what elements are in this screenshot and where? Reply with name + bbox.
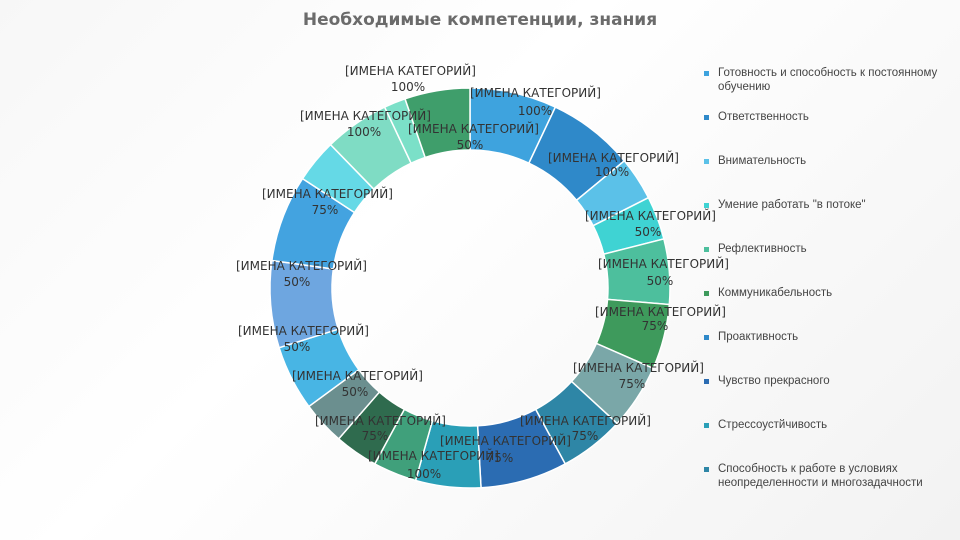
legend-item: Ответственность (704, 110, 954, 124)
legend-swatch (704, 71, 709, 76)
legend-label: Умение работать "в потоке" (718, 199, 866, 211)
value-label: 100% (391, 80, 425, 94)
value-label: 100% (595, 165, 629, 179)
category-placeholder-label: [ИМЕНА КАТЕГОРИЙ] (345, 63, 476, 78)
value-label: 75% (362, 429, 389, 443)
legend-item: Коммуникабельность (704, 286, 954, 300)
legend-label: Внимательность (718, 155, 807, 167)
category-placeholder-label: [ИМЕНА КАТЕГОРИЙ] (238, 323, 369, 338)
category-placeholder-label: [ИМЕНА КАТЕГОРИЙ] (315, 413, 446, 428)
legend-item: Чувство прекрасного (704, 374, 954, 388)
category-placeholder-label: [ИМЕНА КАТЕГОРИЙ] (292, 368, 423, 383)
legend-swatch (704, 379, 709, 384)
value-label: 75% (619, 377, 646, 391)
legend-swatch (704, 291, 709, 296)
legend-item: Проактивность (704, 330, 954, 344)
legend-swatch (704, 423, 709, 428)
value-label: 50% (635, 225, 662, 239)
legend-label: Рефлективность (718, 243, 807, 255)
value-label: 75% (642, 319, 669, 333)
legend-label: Стрессоустйчивость (718, 419, 828, 431)
category-placeholder-label: [ИМЕНА КАТЕГОРИЙ] (440, 433, 571, 448)
value-label: 100% (347, 125, 381, 139)
category-placeholder-label: [ИМЕНА КАТЕГОРИЙ] (368, 448, 499, 463)
value-label: 75% (487, 451, 514, 465)
category-placeholder-label: [ИМЕНА КАТЕГОРИЙ] (520, 413, 651, 428)
value-label: 75% (312, 203, 339, 217)
value-label: 50% (457, 138, 484, 152)
legend-label: Чувство прекрасного (718, 375, 830, 387)
legend-swatch (704, 335, 709, 340)
legend-item: Внимательность (704, 154, 954, 168)
legend-swatch (704, 159, 709, 164)
value-label: 100% (407, 467, 441, 481)
chart-title: Необходимые компетенции, знания (302, 10, 658, 30)
legend-swatch (704, 467, 709, 472)
legend-label: Способность к работе в условиях неопреде… (718, 463, 923, 489)
category-placeholder-label: [ИМЕНА КАТЕГОРИЙ] (236, 258, 367, 273)
category-placeholder-label: [ИМЕНА КАТЕГОРИЙ] (598, 256, 729, 271)
legend-label: Готовность и способность к постоянному о… (718, 67, 938, 93)
category-placeholder-label: [ИМЕНА КАТЕГОРИЙ] (408, 121, 539, 136)
legend-item: Способность к работе в условиях неопреде… (704, 462, 954, 490)
category-placeholder-label: [ИМЕНА КАТЕГОРИЙ] (585, 208, 716, 223)
value-label: 50% (284, 275, 311, 289)
value-label: 50% (284, 340, 311, 354)
category-placeholder-label: [ИМЕНА КАТЕГОРИЙ] (300, 108, 431, 123)
value-label: 50% (647, 274, 674, 288)
category-placeholder-label: [ИМЕНА КАТЕГОРИЙ] (595, 304, 726, 319)
legend-item: Рефлективность (704, 242, 954, 256)
value-label: 50% (342, 385, 369, 399)
legend-label: Коммуникабельность (718, 287, 833, 299)
category-placeholder-label: [ИМЕНА КАТЕГОРИЙ] (573, 360, 704, 375)
category-placeholder-label: [ИМЕНА КАТЕГОРИЙ] (470, 85, 601, 100)
legend-label: Ответственность (718, 111, 809, 123)
legend-swatch (704, 203, 709, 208)
value-label: 100% (518, 104, 552, 118)
category-placeholder-label: [ИМЕНА КАТЕГОРИЙ] (548, 150, 679, 165)
legend-swatch (704, 247, 709, 252)
legend-swatch (704, 115, 709, 120)
legend-item: Готовность и способность к постоянному о… (704, 66, 954, 94)
category-placeholder-label: [ИМЕНА КАТЕГОРИЙ] (262, 186, 393, 201)
legend-item: Умение работать "в потоке" (704, 198, 954, 212)
donut-segment[interactable] (404, 87, 471, 159)
legend-item: Стрессоустйчивость (704, 418, 954, 432)
legend-label: Проактивность (718, 331, 799, 343)
value-label: 75% (572, 429, 599, 443)
